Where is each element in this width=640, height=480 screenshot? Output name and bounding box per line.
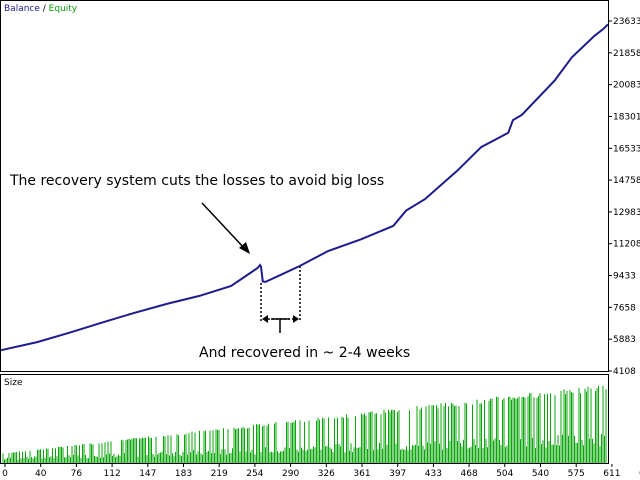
title-separator: / <box>40 4 49 14</box>
x-tick-label: 611 <box>603 469 620 479</box>
x-tick-label: 540 <box>532 469 549 479</box>
main-panel-frame <box>0 0 609 372</box>
x-tick-label: 219 <box>211 469 228 479</box>
x-tick-label: 468 <box>461 469 478 479</box>
x-tick-label: 0 <box>2 469 8 479</box>
x-tick-label: 147 <box>139 469 156 479</box>
recovered-annotation: And recovered in ~ 2-4 weeks <box>199 345 410 361</box>
balance-line <box>0 23 609 352</box>
annotation-arrow-line <box>201 202 247 251</box>
annotation-arrow-head <box>239 242 250 254</box>
y-tick-label: 21858 <box>613 49 640 59</box>
x-tick-label: 76 <box>71 469 83 479</box>
equity-label: Equity <box>49 4 78 14</box>
size-bars <box>2 385 607 463</box>
y-tick-label: 20083 <box>613 81 640 91</box>
y-tick-label: 12983 <box>613 208 640 218</box>
x-tick-label: 40 <box>35 469 47 479</box>
main-panel-title: Balance / Equity <box>4 4 78 14</box>
duration-arrow-head-right <box>293 315 299 323</box>
y-tick-label: 16533 <box>613 144 640 154</box>
y-tick-label: 7658 <box>613 303 636 313</box>
x-tick-label: 290 <box>282 469 299 479</box>
y-tick-label: 4108 <box>613 367 636 377</box>
x-tick-label: 112 <box>104 469 121 479</box>
y-tick-label: 5883 <box>613 335 636 345</box>
y-tick-label: 11208 <box>613 240 640 250</box>
x-tick-label: 326 <box>318 469 335 479</box>
y-tick-label: 23633 <box>613 17 640 27</box>
y-tick-label: 14758 <box>613 176 640 186</box>
duration-arrow-head-left <box>262 315 268 323</box>
x-tick-label: 361 <box>353 469 370 479</box>
x-tick-label: 254 <box>246 469 263 479</box>
balance-label: Balance <box>4 4 40 14</box>
x-tick-label: 397 <box>389 469 406 479</box>
y-tick-label: 9433 <box>613 272 636 282</box>
size-panel-title: Size <box>4 378 23 388</box>
x-tick-label: 433 <box>425 469 442 479</box>
x-axis: 0 40 76 112 147 183 219 254 290 326 361 397 433 468 50… <box>2 464 640 479</box>
x-tick-label: 183 <box>175 469 192 479</box>
x-tick-label: 575 <box>568 469 585 479</box>
x-tick-label: 504 <box>496 469 513 479</box>
recovery-annotation: The recovery system cuts the losses to a… <box>9 173 384 189</box>
y-axis: 4108 5883 7658 9433 11208 12983 14758 16533 1830… <box>608 17 640 377</box>
y-tick-label: 18301 <box>613 112 640 122</box>
